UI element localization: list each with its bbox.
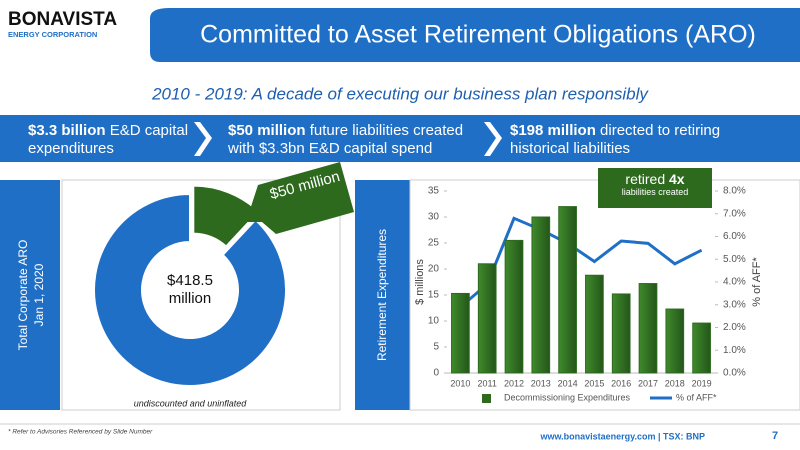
y2-tick-label: 3.0% bbox=[723, 299, 746, 310]
legend-label: Decommissioning Expenditures bbox=[504, 392, 631, 402]
banner-text: future liabilities created with $3.3bn E… bbox=[228, 122, 464, 157]
legend-label: % of AFF* bbox=[676, 392, 717, 402]
line bbox=[459, 216, 703, 309]
bar bbox=[451, 292, 470, 374]
y-tick-label: 10 bbox=[428, 316, 440, 327]
footer-site: www.bonavistaenergy.com | TSX: BNP bbox=[539, 431, 705, 441]
panel-strip bbox=[0, 180, 60, 410]
banner-bold: $3.3 billion bbox=[28, 122, 106, 139]
bar bbox=[611, 293, 631, 374]
x-tick-label: 2017 bbox=[638, 378, 658, 388]
y2-tick-label: 8.0% bbox=[723, 186, 746, 197]
panel-label: Total Corporate ARO bbox=[16, 240, 30, 351]
x-tick-label: 2013 bbox=[531, 378, 551, 388]
x-tick-label: 2011 bbox=[478, 378, 497, 388]
annotation-bold: 4x bbox=[669, 171, 685, 187]
y-tick-label: 30 bbox=[428, 212, 440, 223]
x-tick-label: 2019 bbox=[692, 378, 712, 388]
subtitle: 2010 - 2019: A decade of executing our b… bbox=[151, 84, 649, 103]
bar bbox=[692, 322, 711, 374]
x-tick-label: 2012 bbox=[504, 378, 524, 388]
y2-tick-label: 7.0% bbox=[723, 208, 746, 219]
slide-title: Committed to Asset Retirement Obligation… bbox=[200, 21, 756, 49]
y-tick-label: 25 bbox=[428, 238, 440, 249]
callout-shape bbox=[598, 168, 712, 208]
bar bbox=[665, 308, 685, 374]
bar bbox=[638, 283, 658, 374]
x-tick-label: 2018 bbox=[665, 378, 685, 388]
logo: BONAVISTA bbox=[8, 9, 117, 30]
y2-tick-label: 2.0% bbox=[723, 322, 746, 333]
y2-tick-label: 0.0% bbox=[723, 368, 746, 379]
y2-tick-label: 4.0% bbox=[723, 277, 746, 288]
title-bar bbox=[150, 8, 800, 62]
slice bbox=[93, 192, 287, 387]
banner-item: $3.3 billion E&D capital expenditures bbox=[28, 122, 193, 158]
banner-item: $50 million future liabilities created w… bbox=[228, 122, 488, 158]
chevron bbox=[484, 122, 502, 156]
panel-strip bbox=[355, 180, 410, 410]
page-number: 7 bbox=[772, 430, 778, 442]
y2-tick-label: 6.0% bbox=[723, 231, 746, 242]
annotation: retired 4x liabilities created bbox=[598, 171, 712, 197]
y-tick-label: 35 bbox=[428, 186, 440, 197]
logo-sub: ENERGY CORPORATION bbox=[8, 30, 97, 39]
panel-label: Jan 1, 2020 bbox=[32, 263, 46, 326]
x-tick-label: 2016 bbox=[611, 378, 631, 388]
chevron bbox=[194, 122, 212, 156]
bar bbox=[477, 263, 497, 374]
y-tick-label: 5 bbox=[433, 342, 439, 353]
y2-tick-label: 1.0% bbox=[723, 345, 746, 356]
banner-bold: $50 million bbox=[228, 122, 306, 139]
x-tick-label: 2010 bbox=[450, 378, 470, 388]
annotation-subtext: liabilities created bbox=[621, 187, 689, 197]
bar bbox=[558, 206, 577, 374]
banner-item: $198 million directed to retiring histor… bbox=[510, 122, 750, 158]
y2-axis-title: % of AFF* bbox=[751, 257, 763, 307]
banner-bar bbox=[0, 115, 800, 162]
center-label: $418.5 million bbox=[167, 272, 213, 307]
footnote: * Refer to Advisories Referenced by Slid… bbox=[8, 429, 153, 436]
banner-text: directed to retiring historical liabilit… bbox=[510, 122, 721, 157]
bar bbox=[504, 239, 524, 374]
legend-swatch bbox=[482, 394, 491, 403]
bar bbox=[531, 216, 551, 374]
annotation-text: retired bbox=[625, 171, 666, 187]
x-tick-label: 2014 bbox=[558, 378, 578, 388]
y-tick-label: 0 bbox=[433, 368, 439, 379]
y-tick-label: 15 bbox=[428, 290, 440, 301]
y-tick-label: 20 bbox=[428, 264, 440, 275]
y2-tick-label: 5.0% bbox=[723, 254, 746, 265]
panel-label: Retirement Expenditures bbox=[375, 229, 389, 361]
banner-bold: $198 million bbox=[510, 122, 596, 139]
callout-shape bbox=[246, 162, 354, 234]
y-axis-title: $ millions bbox=[414, 259, 426, 305]
note: undiscounted and uninflated bbox=[134, 398, 248, 408]
banner-text: E&D capital expenditures bbox=[28, 122, 189, 157]
x-tick-label: 2015 bbox=[584, 378, 604, 388]
bar bbox=[585, 274, 604, 374]
